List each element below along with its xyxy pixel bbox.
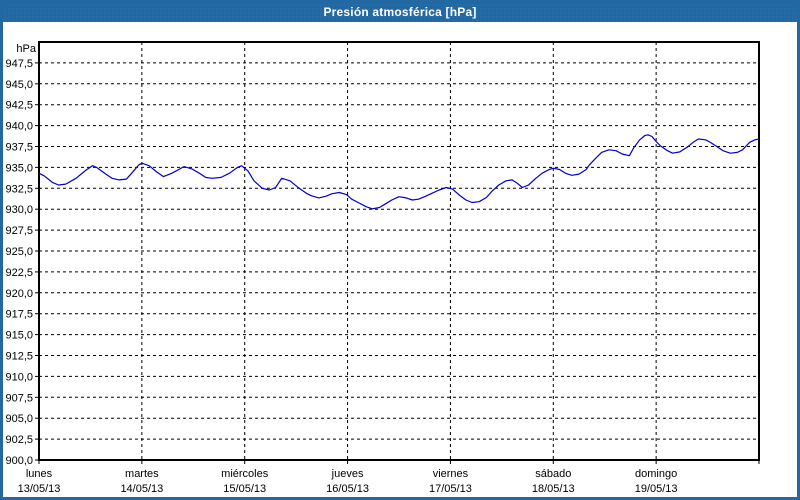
y-tick-label: 930,0 (5, 204, 33, 216)
y-tick-label: 940,0 (5, 121, 33, 133)
y-tick-label: 947,5 (5, 58, 33, 70)
y-tick-label: 942,5 (5, 100, 33, 112)
y-tick-label: 927,5 (5, 225, 33, 237)
x-date-label: 15/05/13 (223, 483, 266, 495)
x-date-label: 14/05/13 (120, 483, 163, 495)
y-axis-unit-label: hPa (16, 43, 36, 55)
x-date-label: 18/05/13 (532, 483, 575, 495)
y-tick-label: 907,5 (5, 392, 33, 404)
y-tick-label: 905,0 (5, 413, 33, 425)
y-tick-label: 900,0 (5, 455, 33, 467)
y-tick-label: 902,5 (5, 434, 33, 446)
chart-title: Presión atmosférica [hPa] (323, 5, 477, 19)
y-tick-label: 932,5 (5, 183, 33, 195)
x-day-label: sábado (535, 468, 571, 480)
x-day-label: lunes (26, 468, 53, 480)
y-tick-label: 915,0 (5, 330, 33, 342)
x-day-label: viernes (433, 468, 469, 480)
y-tick-label: 945,0 (5, 79, 33, 91)
x-day-label: miércoles (221, 468, 269, 480)
y-tick-label: 937,5 (5, 142, 33, 154)
plot-frame (38, 41, 760, 461)
y-tick-label: 917,5 (5, 309, 33, 321)
title-bar: Presión atmosférica [hPa] (3, 3, 797, 22)
y-tick-label: 912,5 (5, 351, 33, 363)
x-day-label: jueves (331, 468, 364, 480)
x-day-label: domingo (635, 468, 677, 480)
pressure-series-line (38, 134, 760, 210)
x-day-label: martes (125, 468, 159, 480)
y-tick-label: 910,0 (5, 371, 33, 383)
x-date-label: 13/05/13 (18, 483, 61, 495)
x-date-label: 16/05/13 (326, 483, 369, 495)
x-date-label: 19/05/13 (635, 483, 678, 495)
y-tick-label: 935,0 (5, 162, 33, 174)
y-tick-label: 922,5 (5, 267, 33, 279)
y-tick-label: 920,0 (5, 288, 33, 300)
x-date-label: 17/05/13 (429, 483, 472, 495)
y-tick-label: 925,0 (5, 246, 33, 258)
